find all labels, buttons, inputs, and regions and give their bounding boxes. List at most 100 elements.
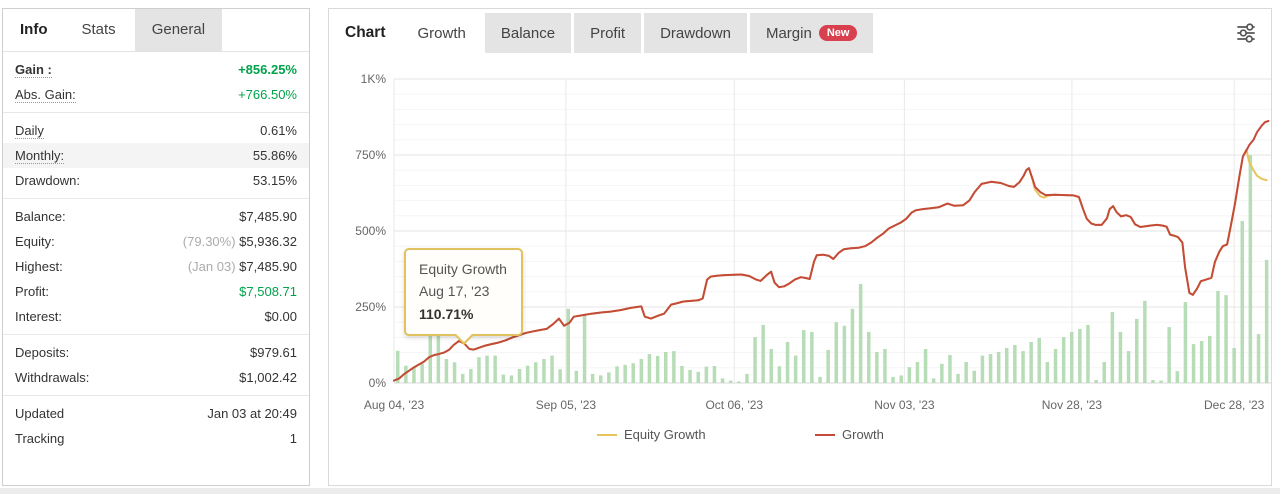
tab-margin[interactable]: Margin New — [749, 13, 874, 53]
tab-balance[interactable]: Balance — [484, 13, 572, 53]
daily-bar — [444, 359, 449, 383]
daily-bar — [1183, 302, 1188, 383]
tab-chart[interactable]: Chart — [345, 24, 386, 41]
section-divider — [3, 334, 309, 335]
legend-label: Growth — [842, 427, 884, 442]
tab-drawdown[interactable]: Drawdown — [644, 13, 747, 53]
stat-label-daily[interactable]: Daily — [15, 122, 44, 139]
stat-value-gain: +856.25% — [238, 62, 297, 77]
stats-card: Info Stats General Gain : +856.25% Abs. Gain… — [2, 8, 310, 486]
daily-bar — [1045, 362, 1050, 383]
daily-bar — [1232, 348, 1236, 383]
y-axis-label: 0% — [369, 376, 387, 390]
tab-label-balance: Balance — [500, 24, 556, 42]
daily-bar — [525, 365, 530, 383]
daily-bar — [412, 367, 416, 383]
daily-bar — [826, 349, 830, 383]
daily-bar — [582, 314, 587, 383]
daily-bar — [980, 355, 985, 383]
growth-line — [393, 120, 1270, 382]
stat-row-abs-gain: Abs. Gain: +766.50% — [3, 82, 309, 107]
x-axis-label: Aug 04, '23 — [364, 398, 425, 412]
stat-row-tracking: Tracking 1 — [3, 426, 309, 451]
stat-label-abs-gain[interactable]: Abs. Gain: — [15, 86, 76, 103]
stat-label-withdrawals: Withdrawals: — [15, 370, 90, 385]
tab-stats[interactable]: Stats — [64, 9, 133, 51]
stats-body: Gain : +856.25% Abs. Gain: +766.50% Daily 0.6… — [3, 52, 309, 451]
stat-row-daily: Daily 0.61% — [3, 118, 309, 143]
daily-bar — [923, 349, 928, 383]
x-axis-label: Nov 03, '23 — [874, 398, 935, 412]
daily-bar — [891, 376, 895, 383]
tab-info[interactable]: Info — [20, 21, 48, 38]
daily-bar — [899, 375, 903, 383]
tooltip-series: Equity Growth — [419, 261, 507, 277]
daily-bar — [688, 369, 692, 383]
chart-settings-button[interactable] — [1233, 20, 1259, 46]
daily-bar — [996, 352, 1001, 383]
tooltip-value: 110.71% — [419, 305, 474, 322]
daily-bar — [509, 375, 514, 383]
tooltip-date: Aug 17, '23 — [419, 283, 490, 300]
y-axis-label: 1K% — [361, 72, 387, 86]
stat-value-updated: Jan 03 at 20:49 — [207, 406, 297, 421]
daily-bar — [728, 380, 733, 383]
daily-bar — [542, 359, 546, 383]
daily-bar — [1029, 342, 1033, 383]
section-divider — [3, 198, 309, 199]
daily-bar — [550, 355, 554, 383]
daily-bar — [1151, 380, 1155, 383]
stat-row-highest: Highest: (Jan 03) $7,485.90 — [3, 254, 309, 279]
daily-bar — [477, 357, 481, 383]
daily-bar — [1102, 362, 1106, 383]
daily-bar — [1143, 300, 1147, 383]
daily-bar — [1167, 327, 1171, 383]
daily-bar — [396, 350, 400, 383]
daily-bar — [534, 362, 538, 383]
x-axis-label: Nov 28, '23 — [1042, 398, 1103, 412]
daily-bar — [1053, 349, 1058, 383]
daily-bar — [1240, 221, 1244, 383]
stat-row-balance: Balance: $7,485.90 — [3, 204, 309, 229]
chart-tab-bar: Chart Growth Balance Profit Drawdown Margin N… — [329, 9, 1271, 57]
stat-value-monthly: 55.86% — [252, 148, 297, 163]
daily-bar — [461, 373, 465, 383]
daily-bar — [777, 366, 782, 383]
tab-general[interactable]: General — [134, 9, 223, 51]
stat-value-balance: $7,485.90 — [239, 209, 297, 224]
stat-value-highest: (Jan 03) $7,485.90 — [187, 259, 297, 274]
daily-bar — [639, 359, 644, 383]
chart-area[interactable]: 0% 250% 500% 750% 1K% Aug 04, '23 Sep 05, '23 O… — [329, 57, 1271, 455]
stat-label-monthly[interactable]: Monthly: — [15, 147, 65, 164]
daily-bar — [607, 372, 611, 383]
daily-bar — [907, 367, 912, 383]
x-axis-label: Sep 05, '23 — [536, 398, 597, 412]
y-axis-label: 250% — [355, 300, 386, 314]
daily-bar — [875, 352, 879, 383]
stat-value-muted-highest: (Jan 03) — [187, 259, 236, 274]
daily-bar — [867, 331, 871, 383]
new-badge: New — [818, 25, 858, 41]
daily-bar — [696, 371, 700, 383]
chart-canvas[interactable]: 0% 250% 500% 750% 1K% Aug 04, '23 Sep 05, '23 O… — [329, 57, 1271, 455]
daily-bar — [436, 332, 441, 383]
stat-label-gain[interactable]: Gain : — [15, 61, 52, 78]
stat-row-drawdown: Drawdown: 53.15% — [3, 168, 309, 193]
daily-bar — [785, 342, 790, 383]
next-section-edge — [0, 488, 1280, 494]
daily-bar — [558, 369, 562, 383]
stat-row-deposits: Deposits: $979.61 — [3, 340, 309, 365]
daily-bar — [420, 363, 424, 383]
daily-bar — [720, 378, 725, 383]
daily-bar — [672, 351, 676, 383]
tab-profit[interactable]: Profit — [574, 13, 642, 53]
stat-label-updated: Updated — [15, 406, 65, 421]
daily-bar — [566, 308, 570, 383]
tab-growth[interactable]: Growth — [401, 13, 482, 53]
daily-bar — [1005, 348, 1009, 383]
daily-bar — [1208, 335, 1212, 383]
tab-label-margin: Margin — [765, 24, 812, 42]
stat-label-tracking: Tracking — [15, 431, 65, 446]
daily-bar — [1021, 351, 1025, 383]
sliders-icon — [1237, 23, 1255, 43]
